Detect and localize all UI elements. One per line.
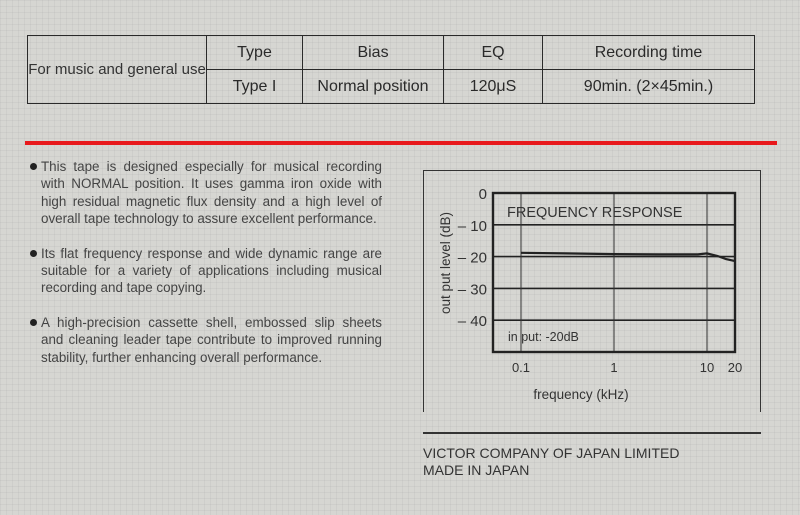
header-recording-time: Recording time [542, 35, 755, 70]
bullet-icon [30, 163, 37, 170]
x-tick-label: 10 [700, 360, 714, 375]
header-type: Type [206, 35, 303, 70]
x-tick-label: 1 [610, 360, 617, 375]
header-eq: EQ [443, 35, 543, 70]
x-tick-label: 0.1 [512, 360, 530, 375]
x-axis-label: frequency (kHz) [533, 387, 628, 402]
chart-frame [423, 170, 761, 412]
red-divider [25, 141, 777, 145]
y-tick-label: – 30 [458, 281, 487, 298]
feature-text: This tape is designed especially for mus… [41, 159, 382, 227]
feature-text: A high-precision cassette shell, embosse… [41, 314, 382, 365]
value-recording-time: 90min. (2×45min.) [542, 69, 755, 104]
bullet-icon [30, 249, 37, 257]
y-tick-label: – 20 [458, 250, 487, 267]
plot-area [491, 191, 737, 354]
y-axis-label: out put level (dB) [438, 212, 453, 314]
feature-text: Its flat frequency response and wide dyn… [41, 245, 382, 296]
company-name: VICTOR COMPANY OF JAPAN LIMITED [423, 445, 680, 461]
bullet-icon [30, 318, 37, 326]
chart-title: FREQUENCY RESPONSE [507, 205, 683, 221]
feature-list: This tape is designed especially for mus… [30, 158, 382, 383]
value-eq: 120μS [443, 69, 543, 104]
y-tick-label: – 40 [458, 313, 487, 330]
x-tick-label: 20 [728, 360, 742, 375]
y-tick-label: 0 [479, 186, 487, 203]
feature-item: A high-precision cassette shell, embosse… [30, 314, 382, 366]
response-curve [520, 251, 736, 263]
use-cell: For music and general use [27, 35, 207, 104]
feature-item: Its flat frequency response and wide dyn… [30, 245, 382, 297]
value-bias: Normal position [302, 69, 444, 104]
input-annotation: in put: -20dB [508, 330, 579, 344]
origin-label: MADE IN JAPAN [423, 462, 530, 478]
feature-item: This tape is designed especially for mus… [30, 158, 382, 228]
y-tick-label: – 10 [458, 218, 487, 235]
footer: VICTOR COMPANY OF JAPAN LIMITED MADE IN … [423, 432, 761, 479]
spec-table: For music and general use Type Bias EQ R… [27, 35, 755, 104]
